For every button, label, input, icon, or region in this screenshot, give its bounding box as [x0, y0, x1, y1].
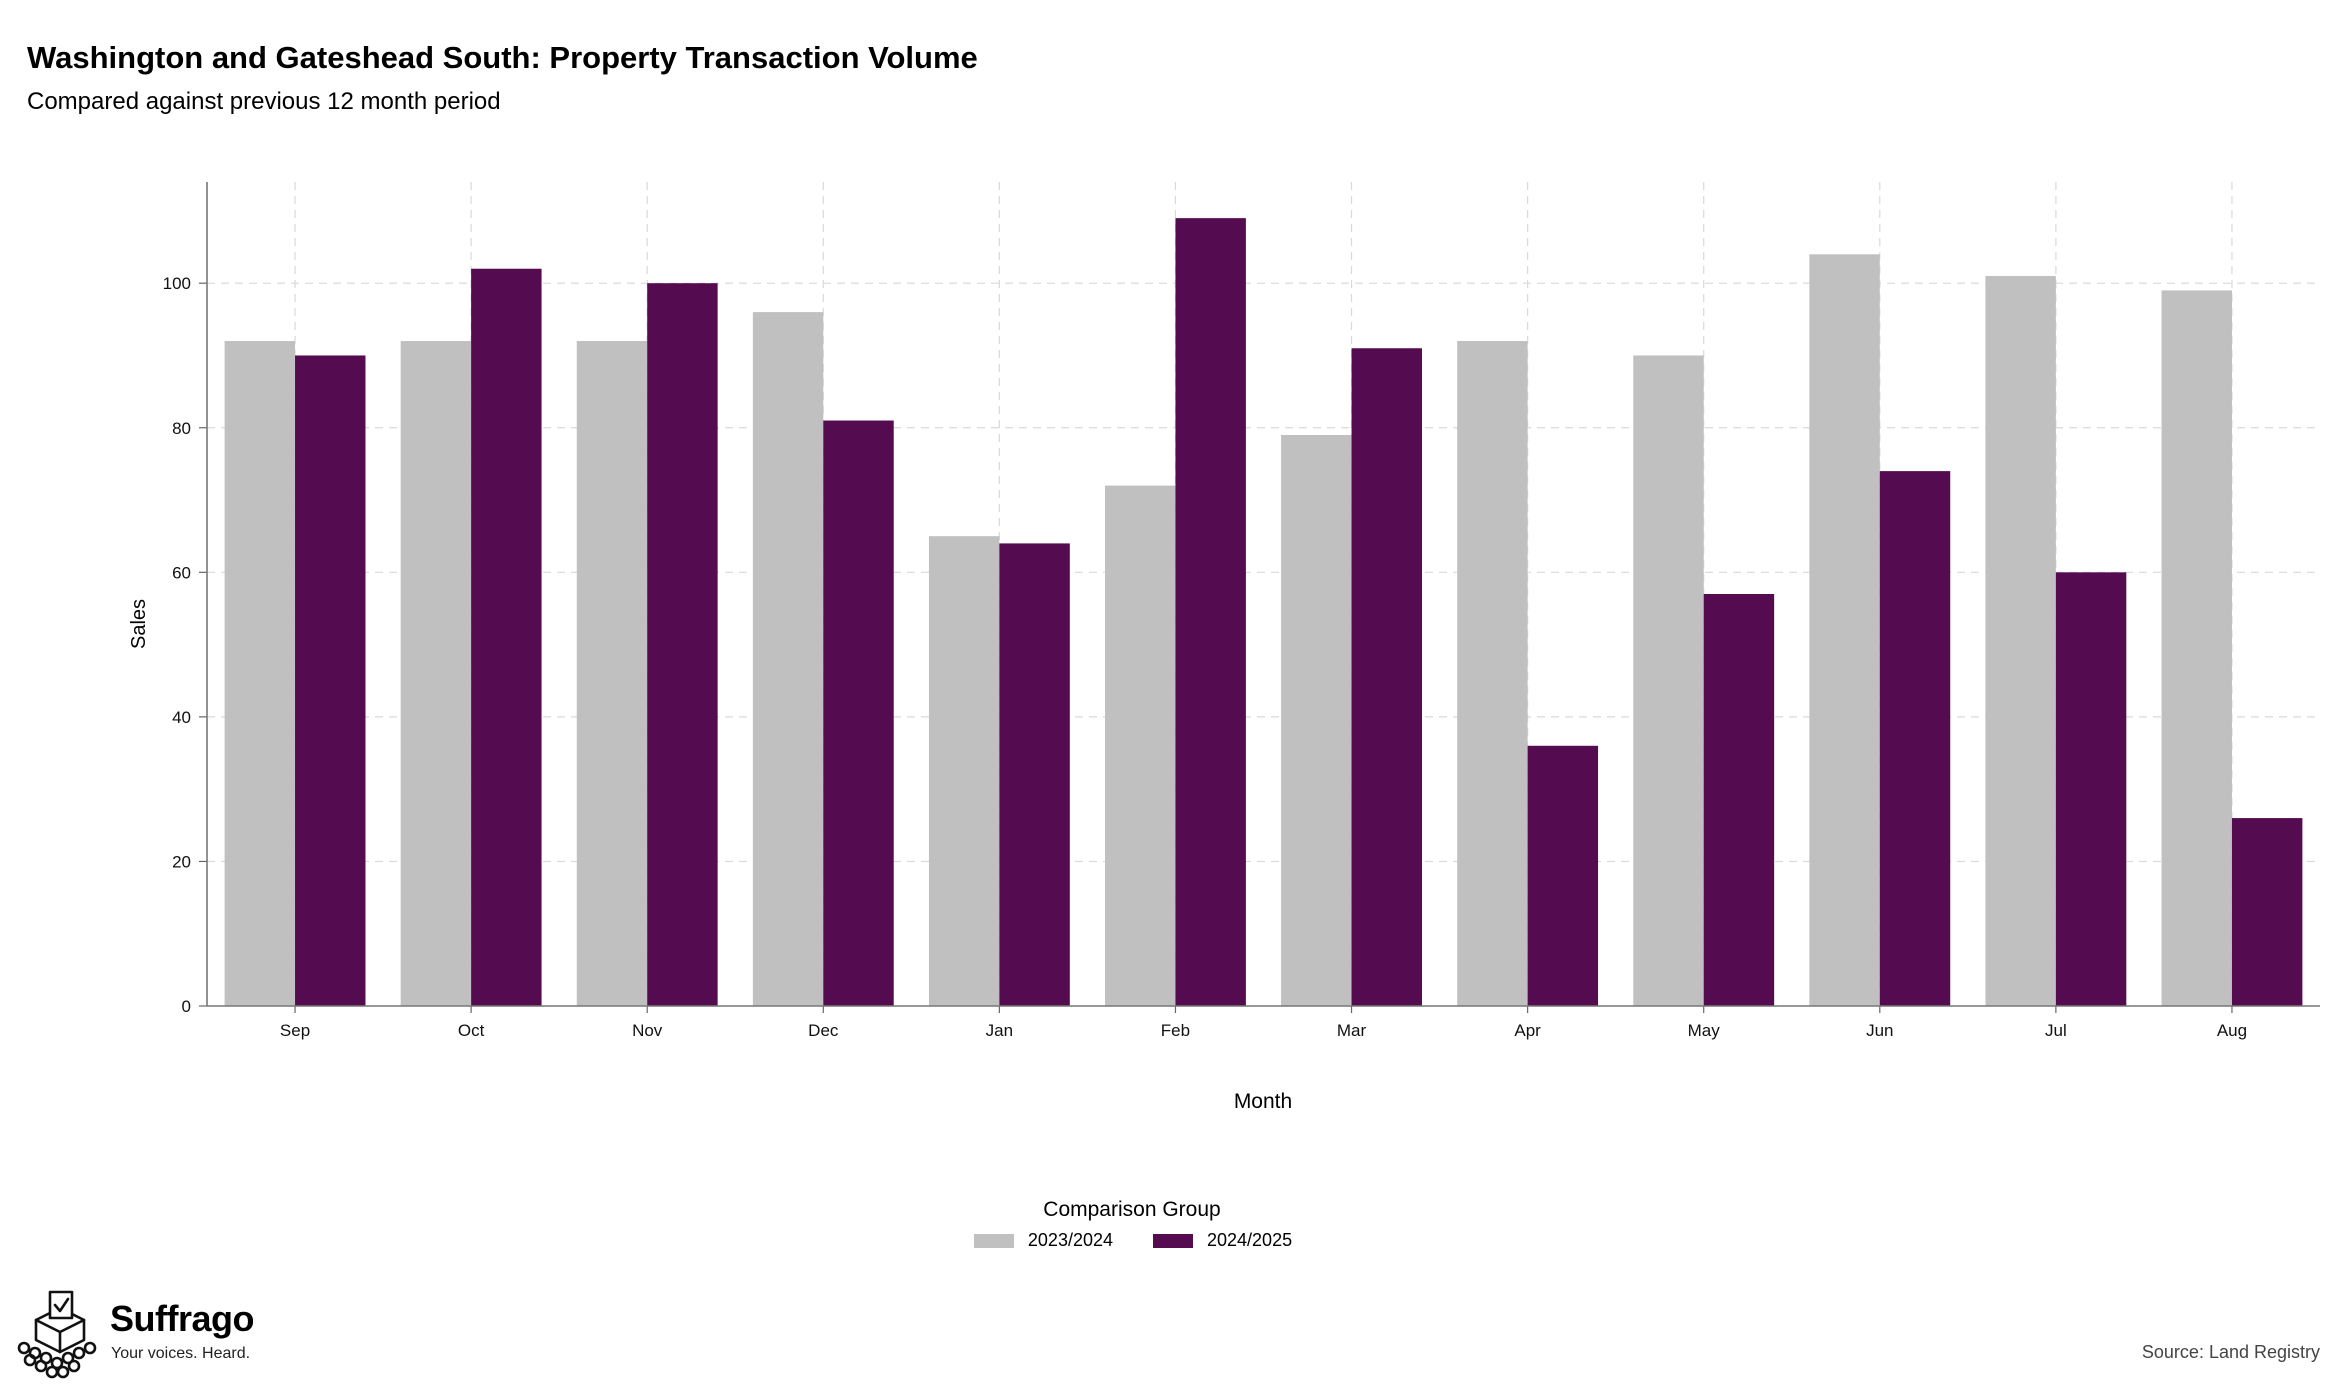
bar-2023-2024-jul	[1985, 275, 2056, 1006]
y-tick-label: 20	[172, 852, 191, 871]
x-tick-label: Feb	[1161, 1021, 1190, 1040]
bar-2023-2024-dec	[752, 312, 824, 1007]
ballot-box-icon	[17, 1290, 97, 1379]
bar-2024-2025-apr	[1527, 745, 1599, 1006]
legend-swatch-2023-2024	[973, 1233, 1014, 1248]
x-tick-label: Nov	[632, 1021, 663, 1040]
legend: Comparison Group 2023/2024 2024/2025	[0, 1198, 2334, 1251]
x-tick-label: Mar	[1337, 1021, 1367, 1040]
bar-2024-2025-mar	[1351, 348, 1422, 1006]
bar-2023-2024-sep	[224, 341, 296, 1006]
chart-title: Washington and Gateshead South: Property…	[27, 40, 978, 75]
x-tick-label: Jul	[2045, 1021, 2067, 1040]
bar-2024-2025-jul	[2055, 572, 2127, 1006]
legend-label-2024-2025: 2024/2025	[1207, 1230, 1293, 1250]
bar-2024-2025-jan	[999, 543, 1070, 1006]
bar-2023-2024-mar	[1281, 434, 1352, 1007]
y-tick-label: 100	[163, 274, 191, 293]
bar-2023-2024-may	[1633, 355, 1704, 1006]
legend-items: 2023/2024 2024/2025	[0, 1230, 2334, 1251]
bar-2023-2024-oct	[400, 341, 472, 1006]
x-tick-label: Apr	[1514, 1021, 1541, 1040]
bar-2023-2024-feb	[1105, 485, 1176, 1006]
bar-2023-2024-aug	[2161, 290, 2232, 1007]
y-axis-label: Sales	[128, 599, 150, 649]
bar-2024-2025-oct	[471, 268, 542, 1007]
y-tick-label: 40	[172, 708, 191, 727]
bar-chart: 0 20 40 60 80 100 Sep Oct Nov Dec Jan Feb Mar Apr May J…	[128, 182, 2320, 1113]
chart-subtitle: Compared against previous 12 month perio…	[27, 88, 501, 115]
x-tick-label: Dec	[808, 1021, 839, 1040]
bar-2024-2025-nov	[647, 283, 718, 1006]
y-tick-label: 0	[182, 997, 191, 1016]
brand-logo: Suffrago Your voices. Heard.	[14, 1290, 274, 1380]
legend-item-2024-2025: 2024/2025	[1153, 1230, 1292, 1251]
bar-2024-2025-may	[1703, 594, 1775, 1006]
bar-2023-2024-apr	[1457, 341, 1528, 1006]
bar-2024-2025-sep	[295, 355, 366, 1006]
x-tick-label: Jan	[986, 1021, 1013, 1040]
y-tick-label: 80	[172, 419, 191, 438]
bar-2023-2024-jan	[928, 536, 1000, 1006]
bar-2023-2024-nov	[576, 341, 648, 1006]
x-tick-label: Jun	[1866, 1021, 1893, 1040]
legend-title: Comparison Group	[1043, 1198, 1221, 1221]
bar-2024-2025-dec	[823, 420, 894, 1006]
brand-name: Suffrago	[110, 1298, 255, 1339]
axes: 0 20 40 60 80 100 Sep Oct Nov Dec Jan Feb Mar Apr May J…	[163, 182, 2320, 1040]
x-axis-label: Month	[1234, 1090, 1292, 1113]
bar-2024-2025-feb	[1175, 218, 1246, 1006]
x-tick-label: Aug	[2217, 1021, 2247, 1040]
bar-2023-2024-jun	[1809, 254, 1880, 1006]
legend-item-2023-2024: 2023/2024	[973, 1230, 1113, 1251]
bars	[224, 218, 2303, 1007]
x-tick-label: Oct	[458, 1021, 485, 1040]
bar-2024-2025-jun	[1879, 471, 1951, 1006]
bar-2024-2025-aug	[2231, 818, 2303, 1006]
x-tick-label: Sep	[280, 1021, 310, 1040]
y-tick-label: 60	[172, 563, 191, 582]
brand-tagline: Your voices. Heard.	[111, 1345, 251, 1362]
legend-label-2023-2024: 2023/2024	[1027, 1230, 1113, 1250]
source-note: Source: Land Registry	[2141, 1342, 2320, 1362]
x-tick-label: May	[1688, 1021, 1721, 1040]
legend-swatch-2024-2025	[1153, 1233, 1193, 1248]
